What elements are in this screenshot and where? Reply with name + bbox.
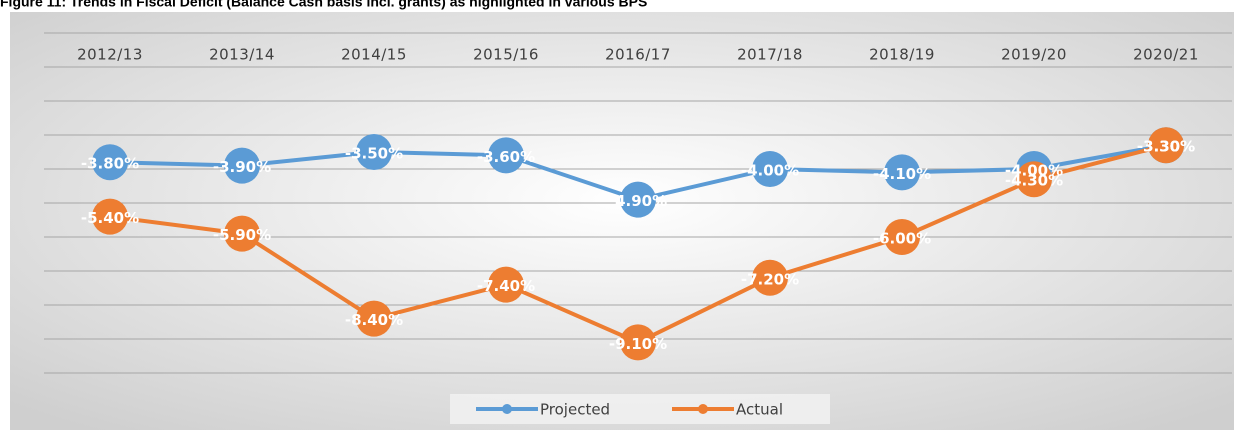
chart-title: Figure 11: Trends in Fiscal Deficit (Bal…	[0, 0, 647, 10]
marker	[92, 144, 128, 181]
data-label: -4.30%	[1005, 172, 1063, 190]
data-label: -4.00%	[741, 162, 799, 180]
x-tick-label: 2013/14	[209, 46, 275, 64]
data-label: -4.90%	[609, 192, 667, 210]
marker	[488, 137, 524, 174]
chart-background	[10, 12, 1234, 430]
data-label: -5.40%	[81, 209, 139, 227]
marker	[752, 151, 788, 187]
data-label: -3.90%	[213, 158, 271, 176]
marker	[1016, 161, 1052, 198]
marker	[224, 215, 260, 252]
x-tick-label: 2017/18	[737, 46, 803, 64]
data-label: -4.00%	[1005, 162, 1063, 180]
marker	[92, 198, 128, 235]
data-label: -9.10%	[609, 335, 667, 353]
marker	[1148, 127, 1184, 164]
marker	[884, 219, 920, 255]
x-tick-label: 2018/19	[869, 46, 935, 64]
data-label: -3.30%	[1137, 138, 1195, 156]
marker	[356, 134, 392, 170]
legend-label: Actual	[736, 401, 783, 419]
marker	[224, 147, 260, 184]
data-label: -6.00%	[873, 230, 931, 248]
data-label: -5.90%	[213, 226, 271, 244]
marker	[620, 181, 656, 218]
data-label: -7.20%	[741, 270, 799, 288]
data-label: -3.30%	[1137, 138, 1195, 156]
data-label: -8.40%	[345, 311, 403, 329]
x-tick-label: 2016/17	[605, 46, 671, 64]
legend-marker	[502, 404, 512, 414]
marker	[488, 266, 524, 303]
legend-label: Projected	[540, 401, 610, 419]
x-tick-label: 2020/21	[1133, 46, 1199, 64]
legend-marker	[698, 404, 708, 414]
marker	[620, 324, 656, 361]
marker	[884, 154, 920, 191]
data-label: -7.40%	[477, 277, 535, 295]
x-tick-label: 2015/16	[473, 46, 539, 64]
data-label: -4.10%	[873, 165, 931, 183]
marker	[356, 300, 392, 337]
data-label: -3.50%	[345, 145, 403, 163]
x-tick-label: 2019/20	[1001, 46, 1067, 64]
data-label: -3.60%	[477, 148, 535, 166]
x-tick-label: 2012/13	[77, 46, 143, 64]
x-tick-label: 2014/15	[341, 46, 407, 64]
marker	[752, 259, 788, 296]
data-label: -3.80%	[81, 155, 139, 173]
